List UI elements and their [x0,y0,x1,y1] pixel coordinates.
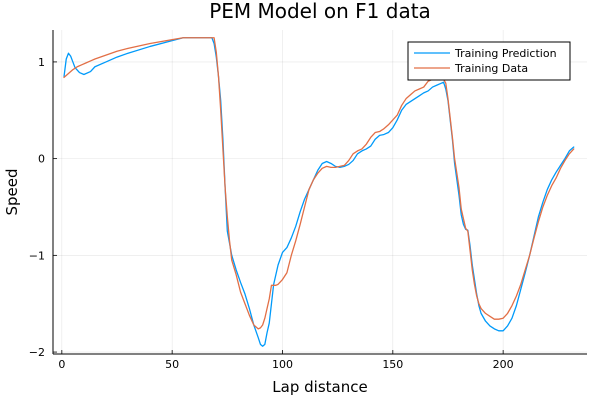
legend-label-training-prediction: Training Prediction [454,47,557,60]
y-tick-label: −2 [29,346,45,359]
y-tick-label: 0 [38,153,45,166]
series-line-training-data [63,37,575,330]
x-axis-label: Lap distance [272,378,367,396]
legend-box [407,41,571,81]
y-tick-label: −1 [29,249,45,262]
x-tick-label: 150 [382,358,403,371]
x-tick-label: 50 [165,358,179,371]
legend: Training Prediction Training Data [407,41,571,81]
chart-title: PEM Model on F1 data [209,0,431,23]
x-tick-label: 200 [493,358,514,371]
legend-label-training-data: Training Data [454,62,528,75]
x-tick-label: 100 [272,358,293,371]
y-tick-label: 1 [38,56,45,69]
tick-labels: 0 50 100 150 200 −2 −1 0 1 [29,56,514,371]
series-lines [63,37,575,347]
axes [52,30,587,355]
x-tick-label: 0 [58,358,65,371]
y-axis-label: Speed [3,168,21,215]
series-line-training-prediction [63,37,575,347]
